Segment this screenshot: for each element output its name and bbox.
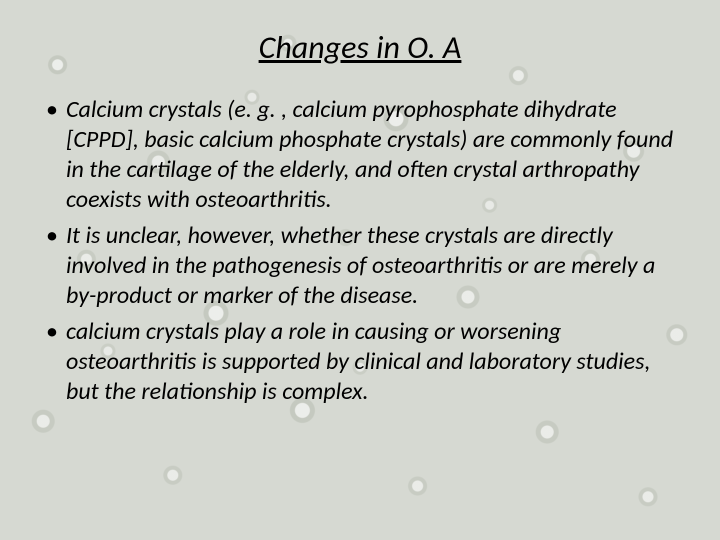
bullet-list: Calcium crystals (e. g. , calcium pyroph… (40, 95, 680, 407)
list-item: calcium crystals play a role in causing … (40, 317, 680, 407)
slide-title: Changes in O. A (40, 28, 680, 67)
list-item: Calcium crystals (e. g. , calcium pyroph… (40, 95, 680, 215)
list-item: It is unclear, however, whether these cr… (40, 221, 680, 311)
slide: Changes in O. A Calcium crystals (e. g. … (0, 0, 720, 540)
